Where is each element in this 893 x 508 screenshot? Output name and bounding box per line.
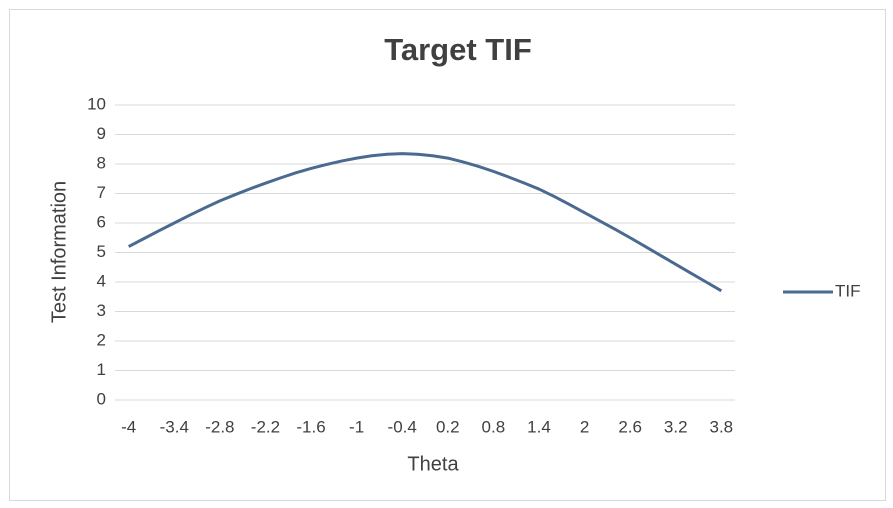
- y-tick-label: 7: [97, 183, 106, 202]
- x-tick-label: -3.4: [160, 417, 189, 436]
- x-tick-label: 2.6: [618, 417, 642, 436]
- x-tick-label: -0.4: [388, 417, 417, 436]
- y-tick-label: 8: [97, 153, 106, 172]
- x-tick-label: -1.6: [296, 417, 325, 436]
- x-tick-label: 0.8: [482, 417, 506, 436]
- y-tick-label: 4: [97, 271, 106, 290]
- data-line: [127, 152, 723, 293]
- x-tick-label: 1.4: [527, 417, 551, 436]
- y-tick-label: 10: [87, 94, 106, 113]
- y-tick-label: 1: [97, 360, 106, 379]
- x-tick-label: 0.2: [436, 417, 460, 436]
- x-axis-label: Theta: [407, 453, 459, 475]
- x-tick-label: 3.8: [710, 417, 734, 436]
- x-tick-label: -2.2: [251, 417, 280, 436]
- y-tick-label: 2: [97, 330, 106, 349]
- y-tick-label: 6: [97, 212, 106, 231]
- chart-border: [9, 9, 886, 501]
- y-tick-label: 3: [97, 301, 106, 320]
- y-tick-label: 0: [97, 389, 106, 408]
- legend-label: TIF: [835, 281, 861, 300]
- x-tick-label: -2.8: [205, 417, 234, 436]
- x-tick-label: 3.2: [664, 417, 688, 436]
- y-axis-label: Test Information: [48, 181, 70, 323]
- x-tick-label: -1: [349, 417, 364, 436]
- x-tick-label: -4: [121, 417, 136, 436]
- chart-title: Target TIF: [384, 32, 532, 67]
- y-tick-label: 5: [97, 242, 106, 261]
- y-tick-label: 9: [97, 124, 106, 143]
- x-tick-label: 2: [580, 417, 589, 436]
